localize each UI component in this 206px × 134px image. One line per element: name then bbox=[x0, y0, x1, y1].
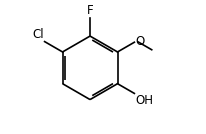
Text: F: F bbox=[87, 4, 93, 17]
Text: Cl: Cl bbox=[32, 28, 44, 41]
Text: OH: OH bbox=[135, 94, 153, 107]
Text: O: O bbox=[135, 35, 144, 48]
